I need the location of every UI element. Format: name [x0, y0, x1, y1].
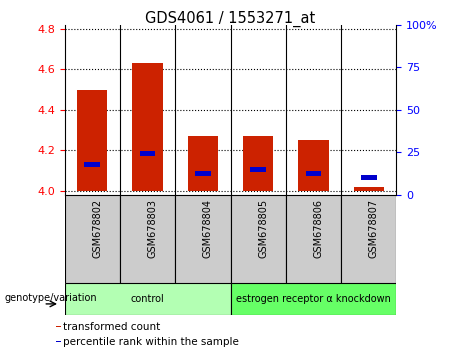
FancyBboxPatch shape [65, 283, 230, 315]
Bar [188, 136, 218, 191]
Text: GSM678804: GSM678804 [203, 199, 213, 258]
Bar [243, 136, 273, 191]
Text: GSM678802: GSM678802 [92, 199, 102, 258]
Bar [354, 187, 384, 191]
Text: GSM678803: GSM678803 [148, 199, 158, 258]
Bar [77, 90, 107, 191]
FancyBboxPatch shape [286, 195, 341, 283]
Bar [140, 151, 155, 156]
Text: estrogen receptor α knockdown: estrogen receptor α knockdown [236, 294, 391, 304]
Bar [306, 171, 321, 176]
Text: transformed count: transformed count [63, 321, 160, 332]
Text: genotype/variation: genotype/variation [5, 292, 97, 303]
FancyBboxPatch shape [120, 195, 175, 283]
Bar [361, 175, 377, 180]
Bar [250, 167, 266, 172]
FancyBboxPatch shape [65, 195, 120, 283]
Bar [84, 162, 100, 167]
Text: GSM678805: GSM678805 [258, 199, 268, 258]
Bar [132, 63, 163, 191]
Text: control: control [130, 294, 165, 304]
Text: GDS4061 / 1553271_at: GDS4061 / 1553271_at [145, 11, 316, 27]
Bar [195, 171, 211, 176]
Text: GSM678807: GSM678807 [369, 199, 379, 258]
FancyBboxPatch shape [175, 195, 230, 283]
Text: percentile rank within the sample: percentile rank within the sample [63, 337, 239, 347]
FancyBboxPatch shape [230, 283, 396, 315]
Text: GSM678806: GSM678806 [313, 199, 324, 258]
Bar [298, 140, 329, 191]
FancyBboxPatch shape [230, 195, 286, 283]
FancyBboxPatch shape [341, 195, 396, 283]
Bar [56, 326, 61, 327]
